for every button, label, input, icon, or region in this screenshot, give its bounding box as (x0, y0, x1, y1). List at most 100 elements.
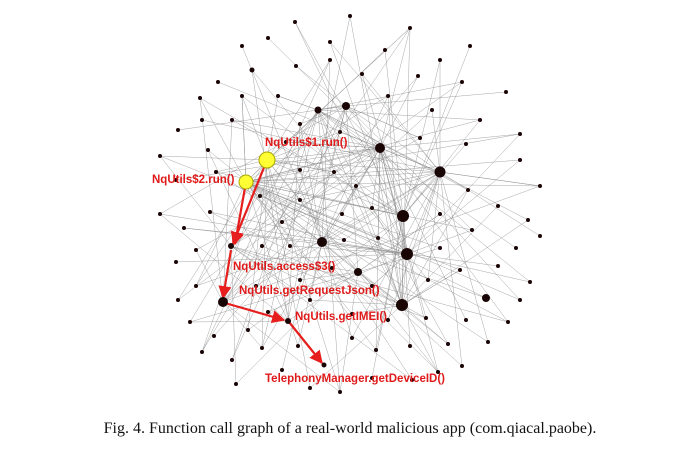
graph-edge (317, 109, 449, 345)
graph-node (158, 212, 162, 216)
graph-edge (357, 271, 463, 367)
graph-edge (349, 15, 403, 306)
graph-node (470, 228, 474, 232)
graph-edge (266, 159, 439, 373)
graph-node (298, 198, 302, 202)
graph-edge (245, 181, 345, 241)
graph-node (342, 102, 350, 110)
graph-edge (387, 171, 441, 321)
graph-edge (329, 41, 408, 255)
graph-edge (406, 159, 521, 255)
graph-node (374, 348, 378, 352)
graph-node (230, 118, 234, 122)
graph-node (430, 108, 434, 112)
graph-node (182, 226, 186, 230)
graph-node (216, 80, 220, 84)
graph-node (496, 264, 500, 268)
graph-edge (401, 171, 441, 306)
graph-node (370, 376, 374, 380)
graph-edge (245, 181, 353, 315)
graph-node (234, 382, 238, 386)
graph-node (206, 148, 210, 152)
graph-edge (241, 95, 404, 217)
graph-edge (379, 147, 467, 321)
graph-node (496, 204, 500, 208)
graph-edge (379, 147, 509, 323)
graph-node (280, 368, 284, 372)
graph-node (478, 118, 482, 122)
graph-node (383, 48, 387, 52)
graph-edge (231, 109, 319, 361)
label-nqutils-access3: NqUtils.access$3() (233, 261, 335, 273)
graph-edge (317, 109, 381, 149)
graph-node (340, 212, 344, 216)
graph-node (194, 248, 198, 252)
graph-node (348, 14, 352, 18)
graph-edge (379, 147, 404, 217)
graph-node (464, 318, 468, 322)
graph-edge (201, 105, 347, 353)
graph-edge (401, 253, 408, 306)
graph-edge (266, 147, 381, 161)
graph-node (214, 170, 218, 174)
graph-edge (357, 247, 441, 273)
node-nqutils-getrequestjson (218, 297, 228, 307)
graph-edge (261, 159, 268, 349)
graph-edge (245, 181, 541, 187)
graph-node (200, 350, 204, 354)
node-nqutils-getimei (285, 318, 291, 324)
graph-edge (159, 155, 232, 247)
graph-node (438, 246, 442, 250)
node-nqutils-access3 (228, 243, 234, 249)
label-nqutils-getrequestjson: NqUtils.getRequestJson() (239, 285, 380, 297)
graph-edge (231, 119, 381, 149)
graph-edge (406, 133, 521, 255)
figure-caption: Fig. 4. Function call graph of a real-wo… (103, 420, 597, 437)
graph-node (434, 166, 446, 178)
graph-edge (379, 133, 521, 149)
graph-node (528, 280, 532, 284)
graph-node (174, 260, 178, 264)
graph-node (460, 80, 464, 84)
call-path-nodes (218, 151, 327, 368)
graph-node (254, 284, 258, 288)
graph-edge (222, 301, 341, 393)
graph-edge (439, 171, 541, 187)
graph-node (408, 344, 412, 348)
graph-node (288, 244, 292, 248)
graph-edge (266, 159, 335, 173)
graph-node (360, 72, 364, 76)
path-edge-getimei-getdeviceid (288, 321, 323, 365)
graph-edge (230, 245, 427, 319)
graph-node (518, 158, 522, 162)
graph-edge (230, 81, 463, 247)
graph-node (518, 298, 522, 302)
graph-edge (266, 159, 311, 389)
graph-node (386, 94, 390, 98)
graph-edge (309, 299, 403, 306)
graph-node (308, 386, 312, 390)
graph-edge (401, 304, 449, 345)
label-nqutils2-run: NqUtils$2.run() (152, 174, 235, 186)
graph-node (194, 284, 198, 288)
node-nqutils1-run (258, 151, 276, 169)
graph-edge (230, 137, 421, 247)
node-telephony-getdeviceid (321, 362, 327, 368)
graph-node (350, 312, 354, 316)
graph-edge (317, 109, 404, 217)
node-nqutils2-run (238, 174, 254, 190)
graph-edge (241, 45, 323, 243)
graph-edge (281, 221, 323, 243)
graph-node (266, 36, 270, 40)
label-nqutils1-run: NqUtils$1.run() (265, 137, 348, 149)
graph-edge (294, 21, 408, 255)
graph-edge (267, 253, 408, 313)
graph-node (468, 44, 472, 48)
graph-edge (222, 301, 263, 349)
graph-edge (230, 245, 237, 385)
graph-edge (439, 171, 463, 367)
graph-edge (299, 169, 323, 243)
graph-edge (321, 241, 403, 306)
graph-edge (266, 59, 331, 161)
